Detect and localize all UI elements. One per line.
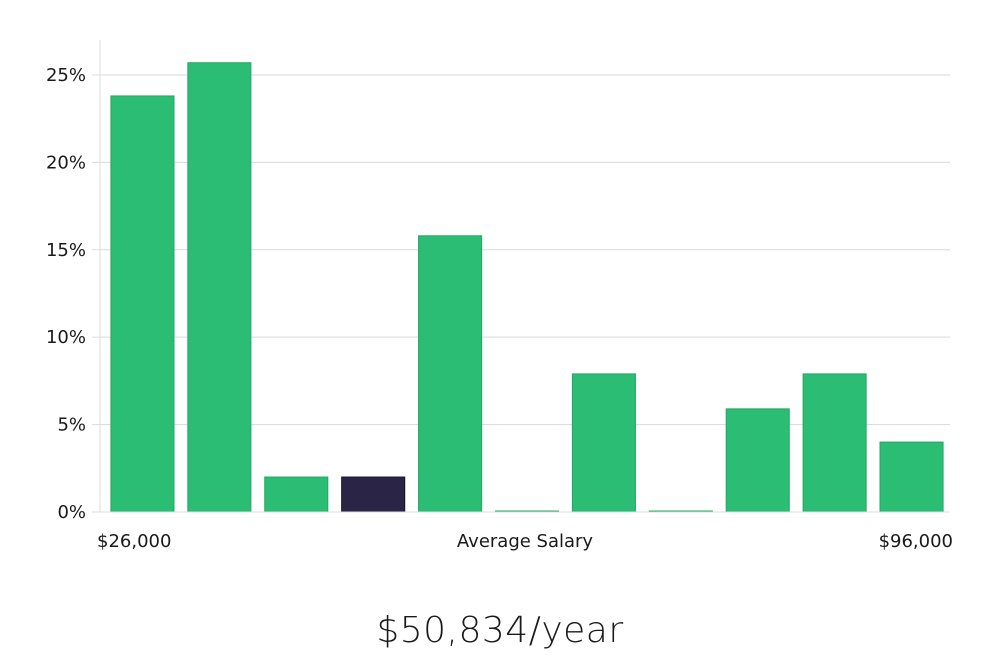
y-tick-label: 25% — [46, 65, 86, 86]
y-tick-label: 20% — [46, 152, 86, 173]
bar — [110, 95, 175, 513]
bar-highlighted — [341, 476, 406, 513]
bar — [571, 373, 636, 513]
x-axis-title: Average Salary — [457, 531, 594, 552]
x-max-label: $96,000 — [879, 531, 953, 552]
bars-layer — [110, 62, 944, 513]
y-tick-label: 10% — [46, 327, 86, 348]
bar — [725, 408, 790, 513]
bar — [802, 373, 867, 513]
bar — [418, 235, 483, 513]
y-tick-label: 0% — [57, 502, 86, 523]
y-tick-label: 5% — [57, 415, 86, 436]
bar — [264, 476, 329, 513]
x-min-label: $26,000 — [97, 531, 171, 552]
y-tick-labels: 0% 5% 10% 15% 20% 25% — [46, 65, 100, 523]
bar — [879, 441, 944, 513]
salary-histogram-chart: 0%5%10%15%20%25% $26,000 Average Salary … — [46, 40, 953, 552]
y-tick-label: 15% — [46, 240, 86, 261]
axis-layer — [99, 40, 950, 513]
bar — [187, 62, 252, 513]
average-salary-value: $50,834/year — [376, 610, 624, 651]
